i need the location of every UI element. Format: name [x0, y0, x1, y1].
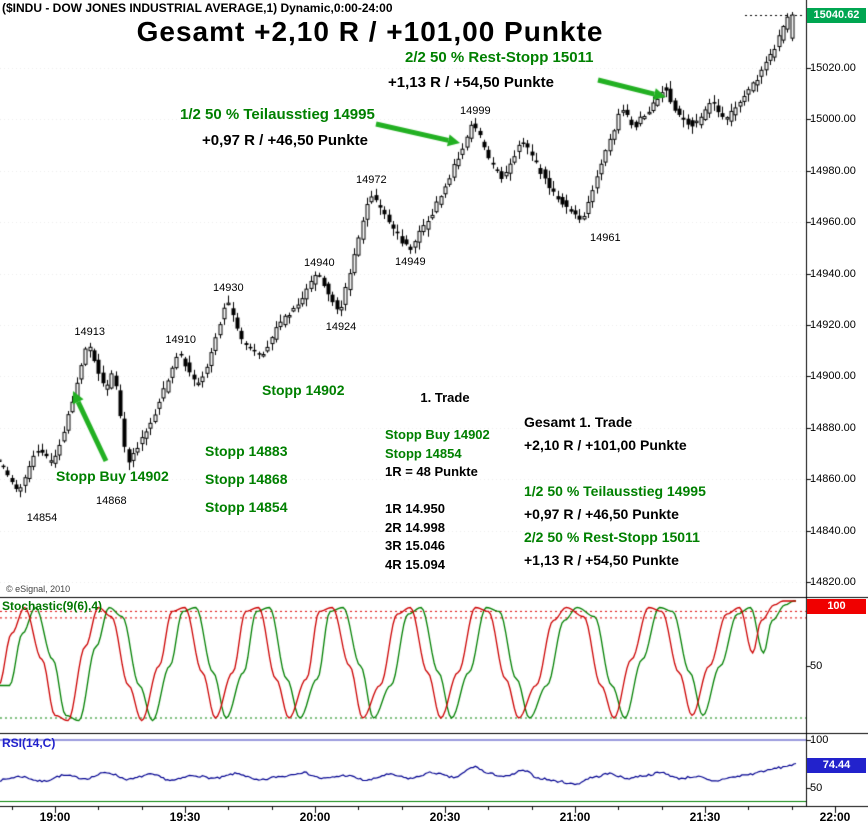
candle-price-label: 14940 [304, 256, 335, 269]
annotation-stopp-14902: Stopp 14902 [262, 382, 345, 398]
time-axis-label: 20:30 [429, 810, 461, 824]
price-axis-label: 14920.00 [810, 319, 856, 331]
trade-block-line: 1R 14.950 [385, 501, 445, 516]
time-axis-label: 19:00 [39, 810, 71, 824]
candle-price-label: 14930 [213, 282, 244, 295]
candle-price-label: 14999 [460, 104, 491, 117]
time-axis-label: 21:30 [689, 810, 721, 824]
candle-price-label: 14924 [325, 320, 357, 333]
rsi-top-axis-label: 100 [810, 734, 829, 746]
annotation-rest-stopp-result: +1,13 R / +54,50 Punkte [388, 74, 554, 91]
time-axis-label: 22:00 [819, 810, 851, 824]
stochastic-panel-label: Stochastic(9(6),4) [2, 599, 103, 613]
trade-block-line [385, 483, 389, 501]
price-axis-label: 14860.00 [810, 473, 856, 486]
stopp-list-item: Stopp 14883 [205, 443, 288, 459]
candle-price-label: 14961 [590, 231, 621, 244]
gesamt-block-line: +2,10 R / +101,00 Punkte [524, 437, 687, 453]
candle-price-label: 14868 [96, 494, 127, 507]
last-price-box: 15040.62 [807, 8, 866, 23]
annotation-teilausstieg: 1/2 50 % Teilausstieg 14995 [180, 106, 375, 123]
gesamt-block-line: 2/2 50 % Rest-Stopp 15011 [524, 529, 700, 545]
price-axis-label: 14840.00 [810, 524, 856, 537]
price-axis-label: 14880.00 [810, 421, 856, 434]
candle-price-label: 14910 [165, 333, 196, 346]
gesamt-block-line: +0,97 R / +46,50 Punkte [524, 506, 679, 522]
time-axis-label: 21:00 [559, 810, 591, 824]
gesamt-block-line: +1,13 R / +54,50 Punkte [524, 552, 679, 568]
candle-price-label: 14972 [356, 174, 387, 187]
price-axis-label: 15000.00 [810, 113, 856, 126]
time-axis-label: 20:00 [299, 810, 331, 824]
rsi-value-box: 74.44 [807, 757, 866, 773]
price-axis-label: 14820.00 [810, 576, 856, 588]
trade-block-line [385, 409, 389, 427]
trade-block-line: 2R 14.998 [385, 519, 445, 535]
trade-block-line: 1R = 48 Punkte [385, 464, 478, 479]
rsi-mid-axis-label: 50 [810, 782, 823, 794]
copyright-note: © eSignal, 2010 [6, 584, 71, 594]
annotation-rest-stopp: 2/2 50 % Rest-Stopp 15011 [405, 49, 594, 66]
annotation-teilausstieg-result: +0,97 R / +46,50 Punkte [202, 132, 368, 149]
price-axis-label: 14960.00 [810, 216, 856, 229]
chart-title-bar: ($INDU - DOW JONES INDUSTRIAL AVERAGE,1)… [2, 1, 393, 15]
stoch-value-box: 100 [807, 599, 866, 614]
price-axis-label: 15020.00 [810, 62, 856, 74]
candle-price-label: 14854 [26, 511, 58, 524]
stopp-list-item: Stopp 14868 [205, 471, 288, 487]
trade-block-line: Stopp 14854 [385, 445, 462, 461]
rsi-panel-label: RSI(14,C) [2, 736, 56, 750]
trade-block-line: 4R 15.094 [385, 556, 445, 572]
trade-block-line: Stopp Buy 14902 [385, 427, 490, 442]
candle-price-label: 14913 [74, 325, 105, 338]
gesamt-block-line: Gesamt 1. Trade [524, 414, 633, 430]
stoch-mid-axis-label: 50 [810, 660, 823, 672]
candle-price-label: 14949 [395, 256, 426, 269]
time-axis-label: 19:30 [169, 810, 201, 824]
price-axis-label: 14900.00 [810, 370, 856, 383]
stopp-list-item: Stopp 14854 [205, 499, 288, 515]
annotation-stopp-buy: Stopp Buy 14902 [56, 468, 169, 484]
main-title: Gesamt +2,10 R / +101,00 Punkte [136, 16, 604, 47]
gesamt-block-line [524, 460, 528, 482]
price-axis-label: 14980.00 [810, 164, 856, 177]
price-axis-label: 14940.00 [810, 267, 856, 280]
trade-block-line: 3R 15.046 [385, 538, 445, 553]
gesamt-block-line: 1/2 50 % Teilausstieg 14995 [524, 483, 706, 499]
trade-block-line: 1. Trade [420, 390, 470, 405]
